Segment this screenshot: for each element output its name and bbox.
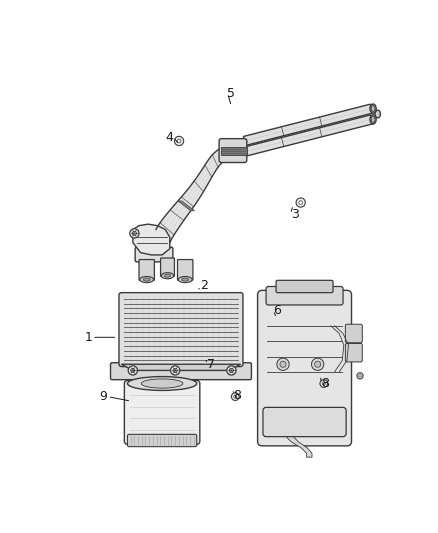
Circle shape	[173, 368, 177, 373]
FancyBboxPatch shape	[161, 258, 174, 277]
Circle shape	[277, 358, 289, 370]
Circle shape	[234, 395, 237, 398]
FancyBboxPatch shape	[219, 139, 247, 163]
FancyBboxPatch shape	[346, 324, 362, 343]
Ellipse shape	[143, 278, 150, 281]
FancyBboxPatch shape	[135, 247, 173, 262]
Polygon shape	[133, 224, 170, 255]
Ellipse shape	[127, 377, 197, 391]
Circle shape	[131, 368, 135, 373]
FancyBboxPatch shape	[124, 381, 200, 445]
FancyBboxPatch shape	[119, 293, 243, 367]
Circle shape	[320, 379, 328, 387]
Ellipse shape	[370, 115, 376, 124]
Circle shape	[170, 366, 180, 375]
Circle shape	[296, 198, 305, 207]
Ellipse shape	[182, 278, 189, 281]
FancyBboxPatch shape	[263, 407, 346, 437]
FancyBboxPatch shape	[110, 363, 251, 379]
Circle shape	[132, 231, 137, 236]
Ellipse shape	[140, 277, 154, 282]
Circle shape	[130, 229, 139, 238]
Circle shape	[322, 382, 325, 385]
Circle shape	[359, 375, 361, 377]
Text: 1: 1	[84, 331, 92, 344]
Circle shape	[227, 366, 236, 375]
Circle shape	[311, 358, 324, 370]
Circle shape	[299, 201, 303, 205]
FancyBboxPatch shape	[127, 434, 197, 447]
Ellipse shape	[164, 274, 170, 277]
Text: 8: 8	[233, 389, 242, 401]
Circle shape	[177, 139, 181, 143]
Circle shape	[357, 373, 363, 379]
Polygon shape	[156, 145, 228, 243]
FancyBboxPatch shape	[177, 260, 193, 280]
Text: 4: 4	[166, 131, 174, 143]
Circle shape	[280, 361, 286, 367]
Ellipse shape	[371, 116, 375, 123]
Polygon shape	[244, 104, 373, 146]
Circle shape	[174, 136, 184, 146]
FancyBboxPatch shape	[346, 343, 362, 362]
Text: 8: 8	[321, 377, 329, 390]
Polygon shape	[244, 115, 373, 156]
FancyBboxPatch shape	[266, 287, 343, 305]
Ellipse shape	[141, 379, 183, 388]
Circle shape	[128, 366, 138, 375]
FancyBboxPatch shape	[276, 280, 333, 293]
Circle shape	[231, 393, 239, 400]
Text: 2: 2	[200, 279, 208, 292]
Ellipse shape	[161, 273, 173, 279]
Text: 5: 5	[227, 87, 235, 100]
Polygon shape	[121, 364, 240, 370]
Ellipse shape	[371, 106, 375, 112]
FancyBboxPatch shape	[258, 290, 352, 446]
FancyBboxPatch shape	[139, 260, 155, 280]
Polygon shape	[178, 201, 194, 211]
Text: 6: 6	[273, 304, 281, 317]
Circle shape	[314, 361, 321, 367]
Text: 7: 7	[207, 358, 215, 371]
Ellipse shape	[375, 110, 380, 118]
Ellipse shape	[178, 277, 192, 282]
Text: 3: 3	[290, 208, 298, 221]
Polygon shape	[221, 147, 247, 155]
Ellipse shape	[370, 104, 376, 113]
Circle shape	[230, 368, 233, 373]
Text: 9: 9	[100, 390, 107, 403]
